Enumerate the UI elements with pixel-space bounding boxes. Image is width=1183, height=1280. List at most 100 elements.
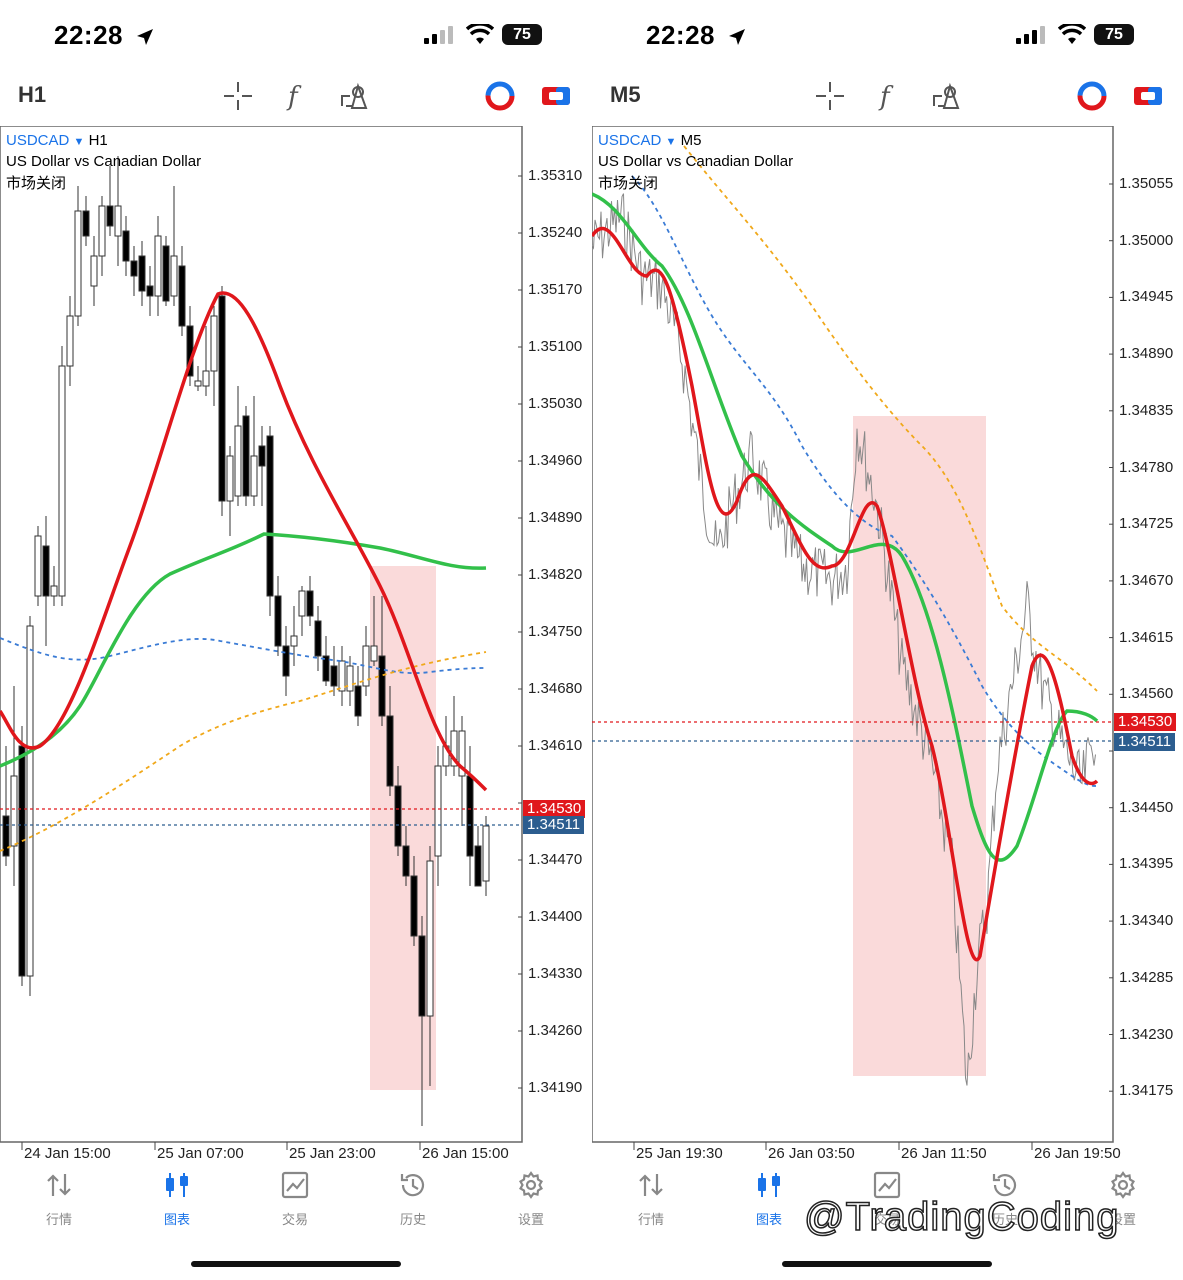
candle-body [290, 635, 298, 647]
candle-body [282, 645, 290, 677]
candle-body [146, 285, 154, 297]
time-axis [21, 1142, 421, 1150]
time-label: 25 Jan 23:00 [289, 1145, 376, 1162]
crosshair-icon[interactable] [814, 80, 846, 112]
tab-label: 历史 [399, 1212, 426, 1227]
location-icon [728, 29, 745, 46]
price-label: 1.34680 [528, 680, 583, 697]
candle-body [482, 825, 490, 882]
clock: 22:28 [54, 20, 155, 51]
signal-icon [424, 26, 453, 44]
tab-quotes[interactable]: 行情 [19, 1170, 99, 1228]
tab-settings[interactable]: 设置 [1083, 1170, 1163, 1228]
svg-text:f: f [286, 82, 302, 112]
candle-body [2, 815, 10, 857]
new-order-icon[interactable] [1132, 80, 1164, 112]
price-label: 1.34725 [1119, 515, 1174, 533]
signal-icon [1016, 26, 1045, 44]
tab-history[interactable]: 历史 [965, 1170, 1045, 1228]
price-label: 1.34400 [528, 908, 583, 925]
symbol-header[interactable]: USDCAD ▼ H1 [6, 132, 108, 149]
symbol-description: US Dollar vs Canadian Dollar [6, 153, 202, 170]
quotes-icon [44, 1174, 74, 1204]
chart-period: H1 [88, 132, 108, 149]
candle-body [266, 435, 274, 597]
price-label: 1.34340 [1119, 912, 1174, 930]
indicator-icon[interactable]: f [872, 80, 904, 112]
candle-body [106, 205, 114, 227]
price-label: 1.35100 [528, 338, 583, 355]
chevron-down-icon[interactable]: ▼ [665, 136, 677, 148]
clock-text: 22:28 [646, 20, 715, 50]
price-label: 1.34820 [528, 566, 583, 583]
battery-icon: 75 [1094, 24, 1134, 45]
tab-quotes[interactable]: 行情 [611, 1170, 691, 1228]
candle-body [170, 255, 178, 297]
tab-label: 行情 [637, 1212, 664, 1227]
wifi-icon [1058, 24, 1086, 44]
price-label: 1.35240 [528, 224, 583, 241]
time-label: 26 Jan 19:50 [1034, 1145, 1121, 1162]
candle-body [258, 445, 266, 467]
tab-label: 设置 [1109, 1212, 1136, 1227]
h1-price-chart[interactable] [0, 126, 592, 1170]
one-click-trading-icon[interactable] [484, 80, 516, 112]
candle-body [114, 205, 122, 237]
indicator-icon[interactable]: f [280, 80, 312, 112]
tab-trade[interactable]: 交易 [255, 1170, 335, 1228]
symbol-name[interactable]: USDCAD [598, 132, 662, 149]
new-order-icon[interactable] [540, 80, 572, 112]
tab-history[interactable]: 历史 [373, 1170, 453, 1228]
price-label: 1.34945 [1119, 288, 1174, 306]
tab-settings[interactable]: 设置 [491, 1170, 571, 1228]
watermark: @TradingCoding [803, 1194, 1120, 1240]
price-label: 1.34285 [1119, 968, 1174, 986]
price-label: 1.34780 [1119, 458, 1174, 476]
tab-label: 图表 [755, 1212, 782, 1227]
candle-body [450, 730, 458, 767]
clock: 22:28 [646, 20, 747, 51]
quotes-icon [636, 1174, 666, 1204]
time-label: 25 Jan 07:00 [157, 1145, 244, 1162]
candle-body [90, 255, 98, 287]
price-label: 1.34450 [1119, 798, 1174, 816]
tab-chart[interactable]: 图表 [137, 1170, 217, 1228]
objects-icon[interactable] [930, 80, 962, 112]
time-label: 26 Jan 15:00 [422, 1145, 509, 1162]
home-indicator [782, 1261, 992, 1267]
time-axis [633, 1142, 1033, 1150]
price-label: 1.34175 [1119, 1082, 1174, 1100]
candle-body [226, 455, 234, 502]
objects-icon[interactable] [338, 80, 370, 112]
candle-body [98, 205, 106, 257]
status-bar: 22:28 75 [592, 0, 1183, 70]
time-label: 26 Jan 11:50 [901, 1145, 987, 1162]
left-screen: 22:28 75 H1 f [0, 20, 592, 1267]
location-icon [136, 29, 153, 46]
one-click-trading-icon[interactable] [1076, 80, 1108, 112]
timeframe-button[interactable]: M5 [610, 82, 641, 107]
tab-label: 行情 [45, 1212, 72, 1227]
symbol-name[interactable]: USDCAD [6, 132, 70, 149]
chart-icon [162, 1173, 192, 1204]
svg-text:f: f [878, 82, 894, 112]
chevron-down-icon[interactable]: ▼ [73, 136, 85, 148]
price-label: 1.34560 [1119, 685, 1174, 703]
candle-body [242, 415, 250, 497]
history-icon [398, 1174, 428, 1204]
symbol-header[interactable]: USDCAD ▼ M5 [598, 132, 701, 149]
price-label: 1.34330 [528, 965, 583, 982]
home-indicator [191, 1261, 401, 1267]
m5-price-chart[interactable] [592, 126, 1183, 1170]
candle-body [250, 455, 258, 497]
settings-icon [1108, 1171, 1138, 1204]
candle-body [434, 765, 442, 857]
timeframe-button[interactable]: H1 [18, 82, 47, 107]
tab-trade[interactable]: 交易 [847, 1170, 927, 1228]
crosshair-icon[interactable] [222, 80, 254, 112]
tab-chart[interactable]: 图表 [729, 1170, 809, 1228]
ma-slow-green [592, 192, 1099, 862]
candle-body [194, 380, 202, 387]
candle-body [346, 665, 354, 692]
candle-body [298, 590, 306, 617]
